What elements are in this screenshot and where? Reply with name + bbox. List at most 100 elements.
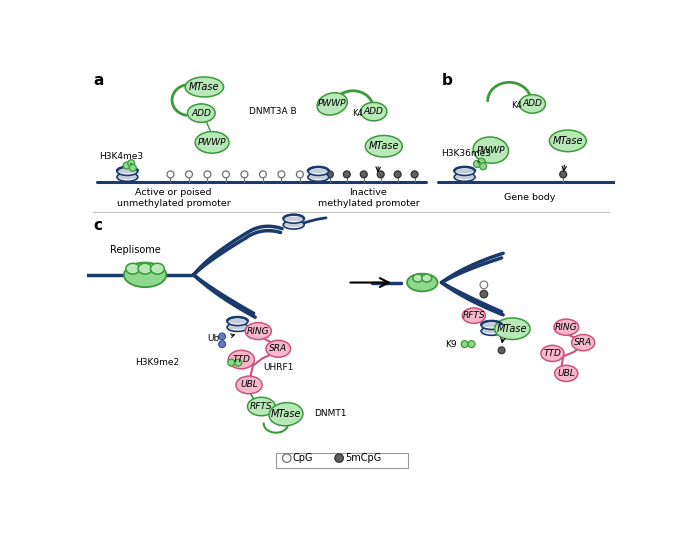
Circle shape bbox=[335, 454, 343, 462]
Ellipse shape bbox=[495, 318, 530, 340]
Ellipse shape bbox=[283, 215, 304, 223]
FancyBboxPatch shape bbox=[276, 453, 408, 469]
Ellipse shape bbox=[454, 173, 475, 181]
Circle shape bbox=[479, 163, 486, 169]
Ellipse shape bbox=[308, 169, 329, 173]
Text: DNMT1: DNMT1 bbox=[314, 409, 347, 418]
Ellipse shape bbox=[454, 169, 475, 173]
Circle shape bbox=[473, 160, 480, 167]
Text: ADD: ADD bbox=[364, 107, 384, 116]
Circle shape bbox=[186, 171, 192, 178]
Text: K4: K4 bbox=[352, 108, 363, 118]
Ellipse shape bbox=[422, 274, 432, 282]
Circle shape bbox=[461, 341, 468, 348]
Ellipse shape bbox=[124, 263, 166, 287]
Ellipse shape bbox=[283, 221, 304, 229]
Ellipse shape bbox=[481, 327, 502, 335]
Text: b: b bbox=[442, 73, 452, 88]
Ellipse shape bbox=[117, 173, 138, 181]
Circle shape bbox=[360, 171, 367, 178]
Ellipse shape bbox=[317, 93, 347, 115]
Text: RFTS: RFTS bbox=[462, 311, 485, 320]
Text: H3K36me3: H3K36me3 bbox=[442, 149, 492, 162]
Ellipse shape bbox=[227, 319, 248, 324]
Circle shape bbox=[394, 171, 401, 178]
Circle shape bbox=[204, 171, 211, 178]
Text: RFTS: RFTS bbox=[250, 402, 273, 411]
Circle shape bbox=[219, 333, 225, 340]
Text: MTase: MTase bbox=[189, 82, 220, 92]
Ellipse shape bbox=[185, 77, 223, 97]
Text: RING: RING bbox=[555, 323, 577, 332]
Ellipse shape bbox=[549, 130, 586, 152]
Circle shape bbox=[167, 171, 174, 178]
Text: Replisome: Replisome bbox=[110, 245, 160, 255]
Ellipse shape bbox=[554, 319, 579, 335]
Ellipse shape bbox=[227, 317, 248, 325]
Ellipse shape bbox=[227, 323, 248, 331]
Text: H3K9me2: H3K9me2 bbox=[136, 358, 179, 367]
Circle shape bbox=[411, 171, 418, 178]
Ellipse shape bbox=[138, 263, 152, 274]
Circle shape bbox=[241, 171, 248, 178]
Text: UHRF1: UHRF1 bbox=[263, 363, 293, 372]
Ellipse shape bbox=[228, 350, 254, 369]
Circle shape bbox=[129, 165, 136, 171]
Ellipse shape bbox=[247, 397, 275, 416]
Ellipse shape bbox=[462, 308, 486, 323]
Circle shape bbox=[219, 341, 225, 348]
Ellipse shape bbox=[188, 104, 215, 123]
Ellipse shape bbox=[454, 175, 475, 179]
Text: RING: RING bbox=[247, 326, 270, 336]
Text: TTD: TTD bbox=[232, 355, 250, 364]
Circle shape bbox=[480, 290, 488, 298]
Circle shape bbox=[123, 162, 130, 169]
Text: MTase: MTase bbox=[369, 141, 399, 152]
Text: SRA: SRA bbox=[269, 344, 288, 353]
Ellipse shape bbox=[117, 175, 138, 179]
Ellipse shape bbox=[283, 222, 304, 227]
Text: K4: K4 bbox=[511, 101, 521, 110]
Ellipse shape bbox=[266, 340, 290, 357]
Circle shape bbox=[377, 171, 384, 178]
Ellipse shape bbox=[361, 102, 387, 121]
Text: MTase: MTase bbox=[497, 324, 527, 334]
Ellipse shape bbox=[236, 376, 262, 394]
Circle shape bbox=[327, 171, 334, 178]
Circle shape bbox=[498, 347, 505, 354]
Ellipse shape bbox=[541, 346, 564, 361]
Ellipse shape bbox=[572, 335, 595, 350]
Ellipse shape bbox=[151, 263, 164, 274]
Ellipse shape bbox=[473, 137, 508, 163]
Text: Ub: Ub bbox=[208, 334, 220, 343]
Text: UBL: UBL bbox=[240, 380, 258, 390]
Circle shape bbox=[297, 171, 303, 178]
Circle shape bbox=[468, 341, 475, 348]
Text: MTase: MTase bbox=[553, 136, 583, 146]
Circle shape bbox=[260, 171, 266, 178]
Text: PWWP: PWWP bbox=[318, 99, 347, 108]
Ellipse shape bbox=[407, 274, 438, 292]
Ellipse shape bbox=[481, 323, 502, 328]
Circle shape bbox=[223, 171, 229, 178]
Text: K9: K9 bbox=[445, 340, 457, 349]
Ellipse shape bbox=[413, 274, 423, 282]
Ellipse shape bbox=[269, 403, 303, 426]
Ellipse shape bbox=[308, 173, 329, 181]
Text: a: a bbox=[93, 73, 104, 88]
Ellipse shape bbox=[126, 263, 140, 274]
Ellipse shape bbox=[117, 167, 138, 175]
Ellipse shape bbox=[454, 167, 475, 175]
Text: CpG: CpG bbox=[293, 453, 314, 463]
Ellipse shape bbox=[308, 167, 329, 175]
Ellipse shape bbox=[519, 95, 545, 113]
Circle shape bbox=[478, 158, 485, 165]
Ellipse shape bbox=[195, 132, 229, 153]
Text: 5mCpG: 5mCpG bbox=[345, 453, 382, 463]
Ellipse shape bbox=[481, 329, 502, 334]
Text: ADD: ADD bbox=[191, 108, 211, 118]
Circle shape bbox=[560, 171, 566, 178]
Ellipse shape bbox=[245, 323, 271, 340]
Circle shape bbox=[128, 160, 135, 167]
Text: ADD: ADD bbox=[523, 99, 543, 108]
